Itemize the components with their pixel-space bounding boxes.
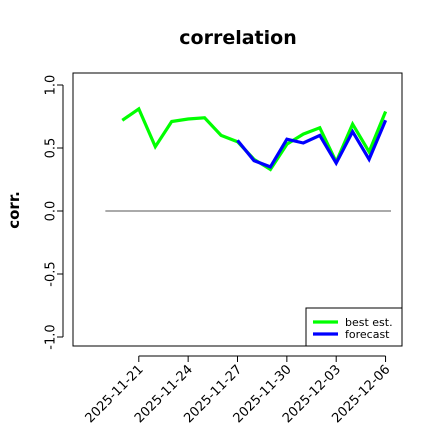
legend-label: best est. bbox=[345, 316, 393, 329]
legend-box bbox=[305, 307, 403, 347]
y-tick-label: 1.0 bbox=[44, 75, 59, 96]
series-group bbox=[121, 106, 388, 172]
y-tick-label: -1.0 bbox=[44, 324, 59, 349]
y-tick-label: -0.5 bbox=[44, 261, 59, 286]
series-line-forecast bbox=[236, 119, 388, 169]
legend: best est.forecast bbox=[305, 307, 403, 347]
y-tick-label: 0.5 bbox=[44, 138, 59, 159]
legend-label: forecast bbox=[345, 328, 390, 341]
y-axis: -1.0 -0.5 0.0 0.5 1.0 bbox=[44, 75, 64, 350]
x-axis: 2025-11-212025-11-242025-11-272025-11-30… bbox=[83, 355, 393, 426]
plot-border bbox=[72, 72, 403, 347]
y-axis-label: corr. bbox=[5, 191, 23, 229]
y-tick-label: 0.0 bbox=[44, 201, 59, 222]
chart-title: correlation bbox=[179, 27, 296, 49]
